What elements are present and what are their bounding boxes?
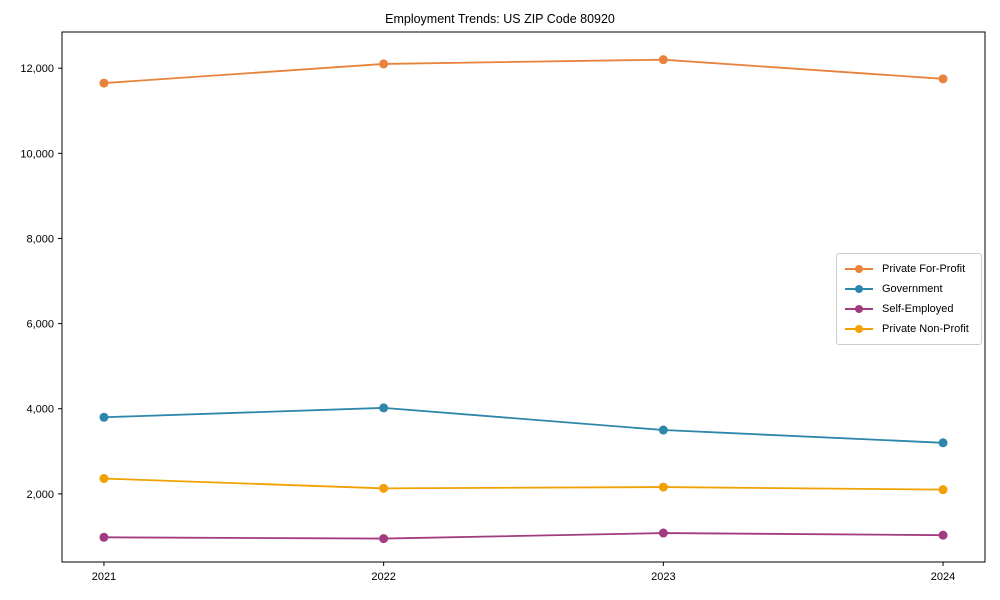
legend-marker-private-for-profit-icon — [845, 264, 873, 274]
data-point-government — [379, 403, 389, 413]
legend-marker-self-employed-icon — [845, 304, 873, 314]
data-point-government — [99, 412, 109, 422]
legend-entry-government: Government — [845, 280, 973, 298]
data-point-private-non-profit — [379, 483, 389, 493]
legend-label-self-employed: Self-Employed — [882, 303, 954, 315]
y-tick-label: 2,000 — [26, 489, 54, 501]
y-tick-label: 8,000 — [26, 233, 54, 245]
y-tick-label: 10,000 — [20, 148, 54, 160]
data-point-private-for-profit — [99, 78, 109, 88]
data-point-private-for-profit — [379, 59, 389, 69]
axes-box — [61, 31, 986, 563]
data-point-private-for-profit — [938, 74, 948, 84]
x-tick-label: 2024 — [931, 571, 955, 583]
x-tick-label: 2023 — [651, 571, 675, 583]
chart-title: Employment Trends: US ZIP Code 80920 — [385, 12, 615, 26]
legend-entry-self-employed: Self-Employed — [845, 300, 973, 318]
legend-marker-private-non-profit-icon — [845, 324, 873, 334]
series-line-government — [103, 406, 944, 444]
y-tick-label: 4,000 — [26, 404, 54, 416]
legend-entry-private-for-profit: Private For-Profit — [845, 260, 973, 278]
series-line-private-for-profit — [103, 58, 944, 84]
data-point-government — [658, 425, 668, 435]
data-point-self-employed — [938, 530, 948, 540]
legend-entry-private-non-profit: Private Non-Profit — [845, 320, 973, 338]
data-point-self-employed — [99, 532, 109, 542]
legend-label-government: Government — [882, 283, 943, 295]
data-point-private-for-profit — [658, 55, 668, 65]
legend-label-private-for-profit: Private For-Profit — [882, 263, 966, 275]
y-tick-label: 6,000 — [26, 319, 54, 331]
data-point-self-employed — [379, 534, 389, 544]
data-point-private-non-profit — [658, 482, 668, 492]
data-point-government — [938, 438, 948, 448]
data-point-self-employed — [658, 528, 668, 538]
series-line-self-employed — [103, 532, 944, 540]
data-point-private-non-profit — [938, 485, 948, 495]
x-tick-label: 2022 — [371, 571, 395, 583]
legend-label-private-non-profit: Private Non-Profit — [882, 323, 969, 335]
x-tick-label: 2021 — [92, 571, 116, 583]
data-point-private-non-profit — [99, 474, 109, 484]
legend-marker-government-icon — [845, 284, 873, 294]
legend: Private For-Profit Government Self-Emplo… — [836, 253, 982, 345]
series-line-private-non-profit — [103, 477, 944, 491]
y-tick-label: 12,000 — [20, 63, 54, 75]
